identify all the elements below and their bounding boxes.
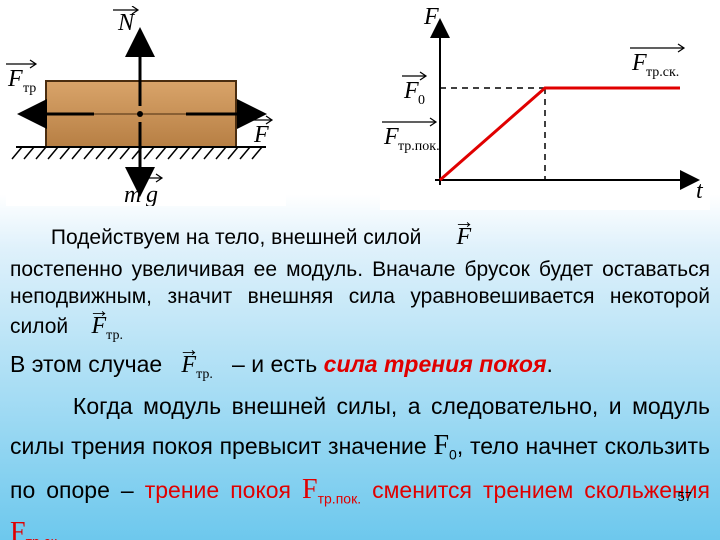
slide: N F F тр m g (0, 0, 720, 540)
inline-Ftr2-sub: тр. (196, 367, 213, 382)
svg-text:F: F (253, 122, 269, 148)
term-static-friction: сила трения покоя (324, 351, 547, 377)
svg-text:m: m (124, 182, 141, 206)
label-F: F (250, 116, 272, 148)
y-axis-label: F (423, 4, 439, 30)
figure-free-body: N F F тр m g (6, 6, 286, 206)
svg-text:F: F (383, 124, 399, 150)
inline-Ftr-sub: тр. (106, 328, 123, 343)
page-number: 57 (678, 489, 692, 504)
inline-Ftr-vec: →Fтр. (91, 311, 122, 345)
F0-sym: F (433, 430, 449, 461)
inline-F-vec: →F (456, 222, 471, 254)
ground-hatching (12, 147, 262, 159)
label-Ftr-pok: F тр.пок. (382, 118, 440, 154)
Ftrp-sym: F (302, 474, 318, 505)
p1a: Подействуем на тело, внешней силой (51, 226, 422, 249)
svg-text:F: F (631, 50, 647, 76)
inline-Ftr-vec-2: →Fтр. (181, 350, 212, 384)
figure-friction-graph: F t F 0 F тр.пок. F тр.ск. (380, 0, 710, 210)
F0-sub: 0 (449, 447, 457, 463)
label-mg: m g (124, 174, 162, 206)
center-dot (137, 111, 143, 117)
svg-text:F: F (403, 78, 419, 104)
label-F0: F 0 (402, 72, 426, 108)
svg-text:тр.ск.: тр.ск. (646, 65, 679, 80)
p2a: В этом случае (10, 351, 162, 377)
svg-text:F: F (7, 66, 23, 92)
Ftrs-sym: F (10, 517, 26, 540)
free-body-svg: N F F тр m g (6, 6, 286, 206)
label-Ftr-sk: F тр.ск. (630, 44, 684, 80)
svg-text:тр.пок.: тр.пок. (398, 139, 440, 154)
p2b: – и есть (232, 351, 324, 377)
Ftrp-sub: тр.пок. (318, 490, 361, 506)
term-change2: сменится трением скольжения (361, 477, 710, 503)
svg-text:0: 0 (418, 93, 425, 108)
svg-text:g: g (146, 182, 158, 206)
svg-text:тр: тр (23, 81, 36, 96)
friction-curve (440, 88, 680, 180)
label-N: N (113, 6, 138, 36)
label-Ftr: F тр (6, 60, 36, 96)
term-change1: трение покоя (145, 477, 302, 503)
Ftrs-sub: тр.ск (26, 534, 57, 540)
p2c: . (547, 351, 553, 377)
body-text: Подействуем на тело, внешней силой →F по… (0, 222, 720, 540)
x-axis-label: t (696, 178, 704, 204)
friction-graph-svg: F t F 0 F тр.пок. F тр.ск. (380, 0, 710, 210)
